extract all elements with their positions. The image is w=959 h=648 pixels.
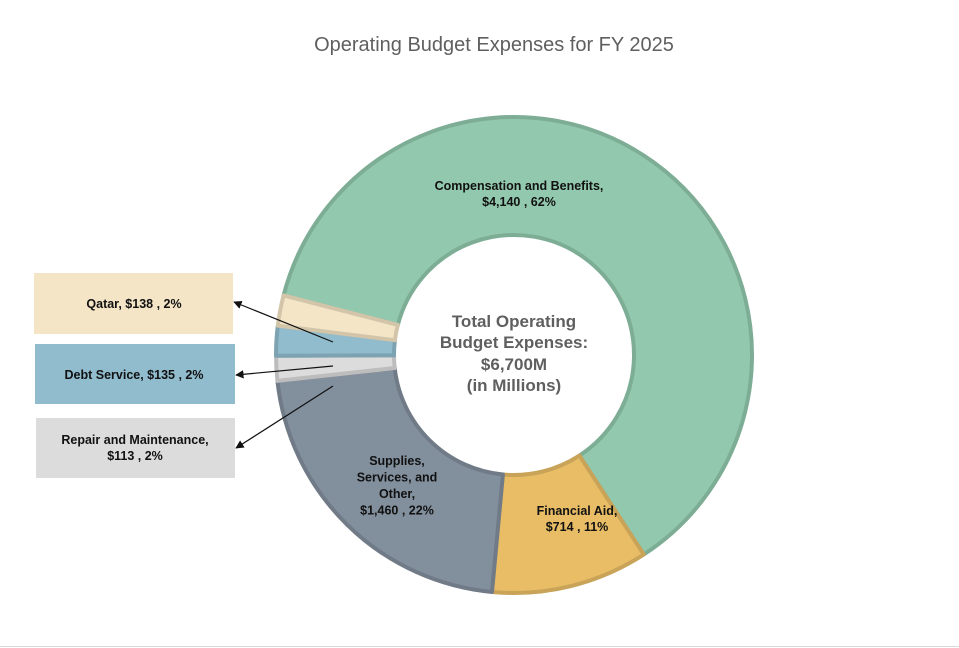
- slice-supplies-services-and-other: [275, 366, 505, 594]
- callout-label-qatar: Qatar, $138 , 2%: [86, 297, 181, 311]
- center-line-1: Total Operating: [452, 312, 576, 331]
- slice-label-compensation-and-benefits: Compensation and Benefits, $4,140 , 62%: [435, 179, 604, 209]
- slice-labels-layer: Compensation and Benefits, $4,140 , 62% Fi…: [357, 179, 618, 534]
- callout-label-repair-and-maintenance: Repair and Maintenance, $113 , 2%: [61, 433, 208, 463]
- bottom-divider: [0, 646, 959, 647]
- slice-label-financial-aid: Financial Aid, $714 , 11%: [537, 504, 618, 534]
- callouts-layer: Repair and Maintenance, $113 , 2% Debt Ser…: [34, 273, 334, 478]
- slice-compensation-and-benefits: [281, 115, 754, 557]
- callout-label-debt-service: Debt Service, $135 , 2%: [65, 368, 204, 382]
- center-line-2: Budget Expenses:: [440, 333, 588, 352]
- slice-qatar: [275, 293, 400, 343]
- callout-debt-service: Debt Service, $135 , 2%: [35, 344, 334, 404]
- callout-repair-and-maintenance: Repair and Maintenance, $113 , 2%: [36, 385, 334, 478]
- callout-box-debt-service: [35, 344, 235, 404]
- center-line-4: (in Millions): [467, 376, 561, 395]
- center-label: Total Operating Budget Expenses: $6,700M…: [440, 312, 588, 395]
- slices-layer: [274, 115, 754, 595]
- callout-arrow-debt-service: [235, 365, 334, 379]
- callout-qatar: Qatar, $138 , 2%: [34, 273, 334, 343]
- callout-box-qatar: [34, 273, 233, 334]
- callout-arrow-repair-and-maintenance: [235, 385, 334, 449]
- callout-arrow-qatar: [233, 300, 334, 343]
- slice-label-supplies-services-and-other: Supplies, Services, and Other, $1,460 , 22%: [357, 454, 438, 518]
- chart-title: Operating Budget Expenses for FY 2025: [314, 34, 674, 56]
- callout-box-repair-and-maintenance: [36, 418, 235, 478]
- center-line-3: $6,700M: [481, 355, 547, 374]
